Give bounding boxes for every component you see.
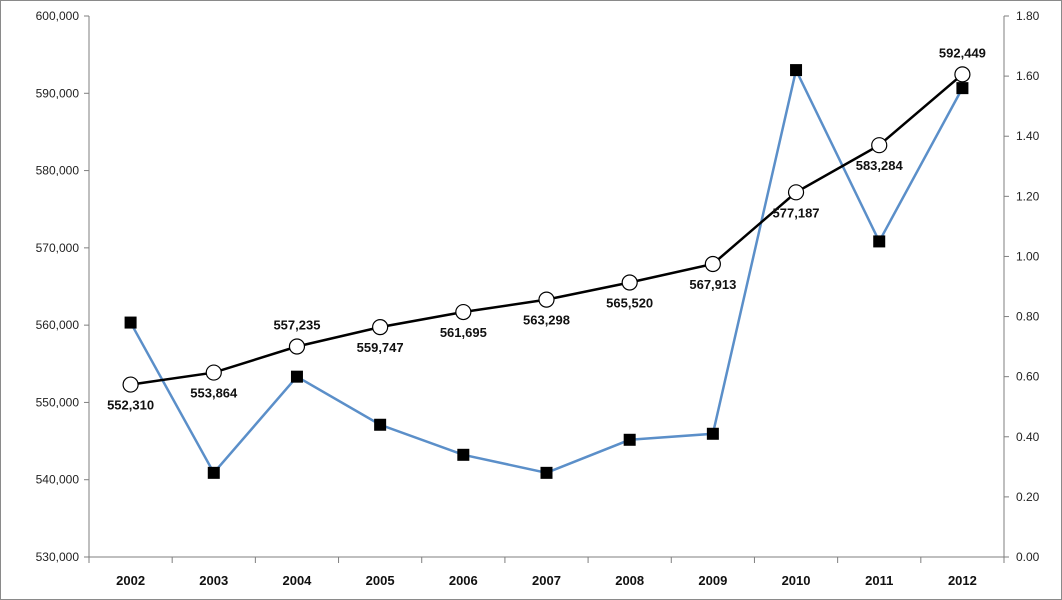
x-category-label: 2002 <box>116 573 145 588</box>
left-tick-label: 540,000 <box>36 473 80 487</box>
right-tick-label: 1.20 <box>1016 189 1040 203</box>
series-population-marker <box>122 376 139 393</box>
left-tick-label: 560,000 <box>36 318 80 332</box>
x-category-label: 2004 <box>282 573 312 588</box>
series-ratio-marker <box>207 466 220 479</box>
series-population-marker <box>704 255 721 273</box>
right-tick-label: 0.40 <box>1016 430 1040 444</box>
series-ratio-marker <box>873 235 886 248</box>
data-label: 577,187 <box>773 205 820 220</box>
left-tick-label: 580,000 <box>36 164 80 178</box>
series-ratio-line <box>129 66 964 476</box>
left-tick-label: 600,000 <box>36 9 80 23</box>
right-tick-label: 1.40 <box>1016 129 1040 143</box>
series-population-marker <box>288 338 306 355</box>
data-label: 552,310 <box>107 398 154 413</box>
data-label: 557,235 <box>273 318 320 333</box>
right-tick-label: 1.00 <box>1016 249 1040 263</box>
series-population-marker <box>538 291 555 308</box>
data-label: 553,864 <box>190 386 238 401</box>
data-label: 565,520 <box>606 295 653 310</box>
right-tick-label: 1.80 <box>1016 9 1040 23</box>
series-ratio-marker <box>290 370 303 383</box>
data-label: 567,913 <box>689 277 736 292</box>
series-ratio-marker <box>457 448 470 461</box>
x-category-label: 2006 <box>449 573 478 588</box>
x-category-label: 2010 <box>782 573 811 588</box>
x-category-label: 2005 <box>366 573 395 588</box>
x-category-label: 2011 <box>865 573 893 588</box>
right-tick-label: 0.00 <box>1016 550 1040 564</box>
x-category-label: 2007 <box>532 573 561 588</box>
x-category-label: 2009 <box>698 573 727 588</box>
right-tick-label: 0.60 <box>1016 370 1040 384</box>
right-tick-label: 1.60 <box>1016 69 1040 83</box>
series-population-marker <box>372 318 389 336</box>
series-population-marker <box>787 184 805 201</box>
right-tick-label: 0.20 <box>1016 490 1040 504</box>
series-population-marker <box>455 303 472 321</box>
data-label: 559,747 <box>357 340 404 355</box>
left-tick-label: 590,000 <box>36 86 80 100</box>
series-population-marker <box>871 137 888 154</box>
right-tick-label: 0.80 <box>1016 310 1040 324</box>
series-population-marker <box>205 364 222 381</box>
data-label: 583,284 <box>856 158 904 173</box>
x-category-label: 2008 <box>615 573 644 588</box>
series-ratio-marker <box>623 433 636 446</box>
series-ratio-marker <box>790 64 803 77</box>
x-category-label: 2003 <box>199 573 228 588</box>
left-tick-label: 530,000 <box>36 550 80 564</box>
series-ratio-marker <box>956 82 969 95</box>
data-label: 563,298 <box>523 313 570 328</box>
data-label: 592,449 <box>939 45 986 60</box>
series-ratio-marker <box>374 418 387 431</box>
left-tick-label: 550,000 <box>36 395 80 409</box>
series-ratio-marker <box>706 427 719 440</box>
series-ratio-marker <box>124 316 137 329</box>
series-ratio-marker <box>540 466 553 479</box>
x-category-label: 2012 <box>948 573 977 588</box>
series-population-marker <box>621 274 638 291</box>
series-population-marker <box>954 66 971 83</box>
data-label: 561,695 <box>440 325 487 340</box>
left-tick-label: 570,000 <box>36 241 80 255</box>
series-population-line <box>130 73 964 386</box>
